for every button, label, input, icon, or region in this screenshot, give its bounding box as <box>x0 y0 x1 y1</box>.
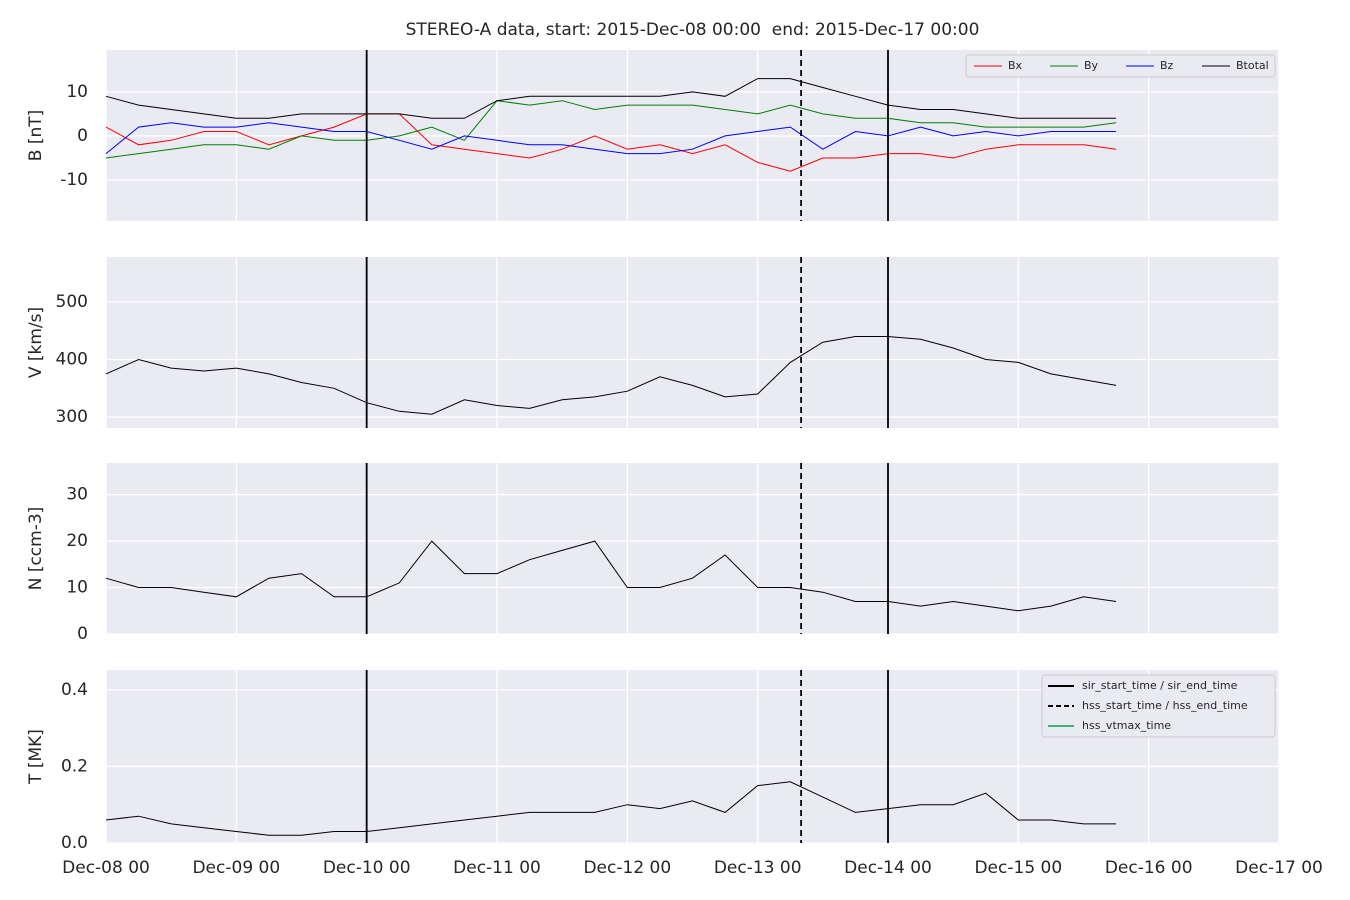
x-tick-label: Dec-12 00 <box>583 858 671 878</box>
x-tick-label: Dec-16 00 <box>1105 858 1193 878</box>
y-tick-label: 0.0 <box>61 833 88 853</box>
series-line <box>105 78 1117 119</box>
series-line <box>105 100 1117 159</box>
x-tick-label: Dec-13 00 <box>714 858 802 878</box>
x-tick-label: Dec-08 00 <box>62 858 150 878</box>
x-tick-label: Dec-11 00 <box>453 858 541 878</box>
x-tick-label: Dec-10 00 <box>323 858 411 878</box>
y-axis-label: T [MK] <box>26 729 46 785</box>
y-tick-label: 0 <box>77 624 88 644</box>
y-tick-label: 20 <box>66 531 88 551</box>
legend-label: Bx <box>1008 59 1023 72</box>
y-tick-label: 30 <box>66 485 88 505</box>
y-axis-label: B [nT] <box>26 110 46 162</box>
x-tick-label: Dec-09 00 <box>192 858 280 878</box>
plot-area <box>106 463 1279 634</box>
y-tick-label: 400 <box>56 349 88 369</box>
y-tick-label: 0.4 <box>61 680 88 700</box>
legend-label: sir_start_time / sir_end_time <box>1082 679 1238 692</box>
series-line <box>105 113 1117 172</box>
y-axis-label: V [km/s] <box>26 307 46 378</box>
y-tick-label: 0 <box>77 126 88 146</box>
y-tick-label: 300 <box>56 407 88 427</box>
y-tick-label: 10 <box>66 82 88 102</box>
y-tick-label: 10 <box>66 578 88 598</box>
series-line <box>105 336 1117 415</box>
x-tick-label: Dec-14 00 <box>844 858 932 878</box>
series-line <box>105 781 1117 836</box>
y-tick-label: 500 <box>56 292 88 312</box>
legend-box <box>965 54 1276 78</box>
legend-box <box>1041 674 1276 738</box>
y-tick-label: 0.2 <box>61 756 88 776</box>
series-line <box>105 540 1117 612</box>
y-axis-label: N [ccm-3] <box>26 507 46 591</box>
chart-title: STEREO-A data, start: 2015-Dec-08 00:00 … <box>406 20 980 40</box>
legend-label: Btotal <box>1236 59 1269 72</box>
legend-label: By <box>1084 59 1099 72</box>
legend-label: hss_start_time / hss_end_time <box>1082 699 1248 712</box>
legend-label: Bz <box>1160 59 1174 72</box>
x-tick-label: Dec-17 00 <box>1235 858 1323 878</box>
legend-label: hss_vtmax_time <box>1082 719 1171 732</box>
series-line <box>105 122 1117 155</box>
x-tick-label: Dec-15 00 <box>974 858 1062 878</box>
y-tick-label: -10 <box>60 170 88 190</box>
plot-area <box>106 257 1279 428</box>
